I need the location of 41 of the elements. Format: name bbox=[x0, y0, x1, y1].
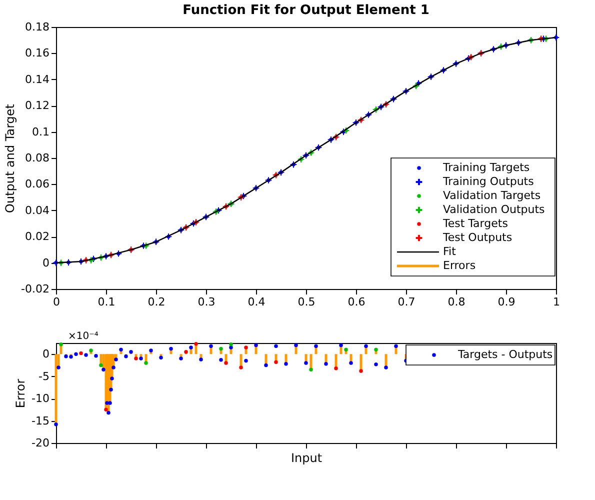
x-tick-label: 0.9 bbox=[498, 296, 516, 308]
legend-label: Training Outputs bbox=[442, 175, 534, 188]
x-tick-label: 0.4 bbox=[248, 296, 266, 308]
y-tick-label: -10 bbox=[32, 392, 50, 406]
y-tick-label: -0.02 bbox=[21, 282, 50, 296]
y-tick-label: 0.12 bbox=[25, 99, 50, 112]
legend-label: Targets - Outputs bbox=[457, 348, 553, 361]
legend-label: Validation Outputs bbox=[443, 203, 546, 216]
text: ×10⁻⁴ bbox=[68, 331, 98, 342]
y-tick-label: -20 bbox=[32, 436, 50, 450]
legend-label: Errors bbox=[443, 259, 476, 272]
x-tick-label: 0.1 bbox=[98, 296, 116, 308]
y-axis-title: Output and Target bbox=[3, 104, 18, 214]
y-tick-label: 0.1 bbox=[32, 125, 50, 138]
legend-label: Validation Targets bbox=[443, 189, 541, 202]
y-tick-label: 0 bbox=[42, 256, 50, 270]
y-tick-label: 0.08 bbox=[25, 152, 50, 164]
x-tick-label: 0 bbox=[53, 296, 60, 308]
y-tick-label: 0.18 bbox=[25, 20, 50, 34]
y-tick-label: 0.06 bbox=[25, 178, 50, 191]
x-tick-label: 0.5 bbox=[298, 296, 316, 308]
y-tick-label: -15 bbox=[32, 414, 50, 428]
y-tick-label: 0.14 bbox=[25, 72, 50, 86]
y-tick-label: -5 bbox=[38, 370, 50, 383]
x-axis-title: Input bbox=[290, 451, 322, 465]
y-tick-label: 0.16 bbox=[25, 46, 50, 60]
y-tick-label: 0.02 bbox=[25, 230, 50, 244]
chart-title: Function Fit for Output Element 1 bbox=[182, 3, 430, 18]
x-tick-label: 0.6 bbox=[348, 296, 366, 308]
y-axis-title: Error bbox=[14, 378, 28, 408]
y-tick-label: 0.04 bbox=[25, 204, 50, 217]
x-tick-label: 0.3 bbox=[198, 296, 216, 308]
x-tick-label: 0.7 bbox=[398, 296, 416, 308]
legend-label: Training Targets bbox=[442, 161, 530, 174]
y-tick-label: 0 bbox=[42, 348, 50, 361]
legend-label: Test Targets bbox=[442, 217, 508, 230]
legend-label: Test Outputs bbox=[442, 231, 512, 244]
legend-label: Fit bbox=[443, 245, 457, 258]
x-tick-label: 0.2 bbox=[148, 296, 166, 308]
x-tick-label: 1 bbox=[553, 296, 560, 308]
x-tick-label: 0.8 bbox=[448, 296, 466, 308]
